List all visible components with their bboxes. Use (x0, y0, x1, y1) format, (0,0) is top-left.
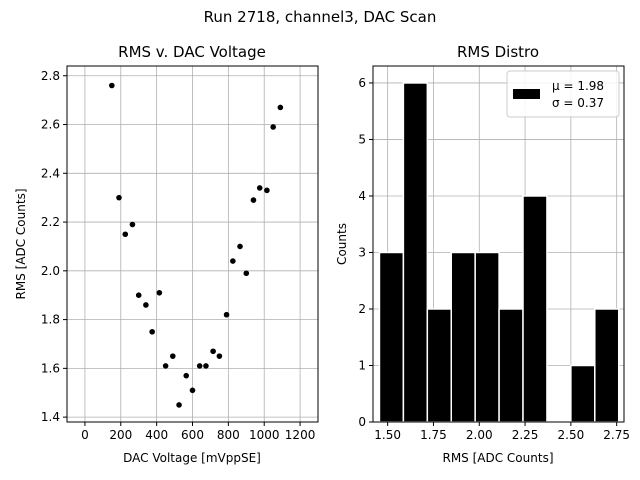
histogram-ticks: 1.50 1.75 2.00 2.25 2.50 2.75 0 1 2 3 4 5 6 (358, 76, 630, 442)
histogram-xtick-label: 2.75 (603, 428, 630, 442)
scatter-point (264, 187, 270, 194)
scatter-point (223, 311, 230, 318)
scatter-point (129, 221, 136, 228)
histogram-bar (594, 308, 620, 423)
scatter-ytick-label: 2.0 (41, 264, 60, 278)
histogram-ytick-label: 4 (358, 189, 366, 203)
histogram-ytick-label: 1 (358, 358, 366, 372)
scatter-xtick-label: 600 (181, 428, 204, 442)
legend-sigma-label: σ = 0.37 (552, 96, 604, 110)
scatter-point (203, 363, 209, 369)
histogram-xtick-label: 1.75 (420, 428, 447, 442)
scatter-point (183, 372, 190, 379)
scatter-title: RMS v. DAC Voltage (118, 43, 266, 61)
histogram-ytick-label: 0 (358, 415, 366, 429)
scatter-point (135, 292, 142, 299)
legend-mu-label: μ = 1.98 (552, 79, 604, 93)
scatter-grid (67, 66, 318, 422)
scatter-point (116, 194, 122, 201)
histogram-bar (570, 364, 596, 423)
scatter-panel: RMS v. DAC Voltage 0 200 400 600 800 1000 1200… (14, 43, 319, 465)
scatter-point (216, 353, 223, 359)
scatter-ticks: 0 200 400 600 800 1000 1200 1.4 1.6 1.8 2.0 2.2 2.4 2… (41, 69, 315, 442)
scatter-ytick-label: 1.4 (41, 410, 60, 424)
scatter-ytick-label: 1.6 (41, 361, 60, 375)
histogram-ytick-label: 2 (358, 302, 366, 316)
histogram-bar (378, 251, 405, 423)
scatter-ylabel: RMS [ADC Counts] (14, 188, 28, 299)
scatter-ytick-label: 2.4 (41, 166, 60, 180)
legend-swatch (513, 89, 540, 99)
histogram-bar (498, 308, 524, 423)
histogram-bar (474, 251, 500, 423)
histogram-ytick-label: 6 (358, 76, 366, 90)
scatter-xtick-label: 200 (109, 428, 132, 442)
scatter-xtick-label: 1000 (249, 428, 280, 442)
histogram-xtick-label: 2.25 (512, 428, 539, 442)
scatter-ytick-label: 1.8 (41, 313, 60, 327)
histogram-panel: RMS Distro 1.50 1.75 2.00 2.25 2.50 2.75 0 1 2 3 4… (335, 43, 630, 465)
scatter-xtick-label: 0 (81, 428, 89, 442)
scatter-point (156, 289, 163, 296)
histogram-bar (426, 308, 452, 423)
scatter-point (162, 363, 169, 369)
histogram-ylabel: Counts (335, 223, 349, 265)
scatter-ytick-label: 2.2 (41, 215, 60, 229)
scatter-point (270, 124, 276, 130)
histogram-title: RMS Distro (457, 43, 539, 61)
scatter-points (109, 82, 284, 408)
scatter-point (189, 387, 196, 394)
histogram-bars (378, 82, 620, 423)
histogram-xtick-label: 2.00 (466, 428, 493, 442)
histogram-bar (450, 251, 476, 423)
scatter-point (210, 348, 216, 355)
scatter-point (109, 82, 115, 89)
histogram-ytick-label: 5 (358, 132, 366, 146)
scatter-xtick-label: 1200 (285, 428, 316, 442)
scatter-ytick-label: 2.8 (41, 69, 60, 83)
histogram-xlabel: RMS [ADC Counts] (442, 451, 553, 465)
scatter-point (176, 402, 182, 408)
histogram-legend: μ = 1.98 σ = 0.37 (506, 70, 620, 118)
scatter-point (256, 185, 263, 191)
scatter-point (277, 104, 284, 111)
histogram-ytick-label: 3 (358, 245, 366, 259)
scatter-point (196, 363, 203, 369)
scatter-point (169, 353, 176, 359)
scatter-point (149, 328, 155, 335)
histogram-axes-frame (372, 65, 625, 423)
scatter-point (250, 197, 257, 203)
scatter-xtick-label: 400 (145, 428, 168, 442)
legend-frame (506, 70, 620, 118)
histogram-xtick-label: 1.50 (374, 428, 401, 442)
figure-suptitle: Run 2718, channel3, DAC Scan (204, 8, 437, 26)
histogram-bar (402, 82, 429, 423)
scatter-point (230, 258, 236, 264)
scatter-point (237, 243, 243, 250)
histogram-bar (522, 195, 548, 423)
scatter-xtick-label: 800 (217, 428, 240, 442)
scatter-xlabel: DAC Voltage [mVppSE] (123, 451, 261, 465)
scatter-point (122, 231, 129, 238)
scatter-ytick-label: 2.6 (41, 118, 60, 132)
histogram-xtick-label: 2.50 (558, 428, 585, 442)
scatter-point (243, 270, 250, 277)
scatter-point (143, 302, 149, 308)
